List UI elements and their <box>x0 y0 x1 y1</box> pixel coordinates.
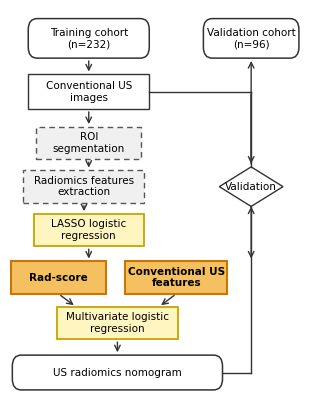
FancyBboxPatch shape <box>12 355 223 390</box>
Text: Conventional US
images: Conventional US images <box>46 81 132 103</box>
Text: LASSO logistic
regression: LASSO logistic regression <box>51 219 126 241</box>
Bar <box>57 307 178 339</box>
Text: Multivariate logistic
regression: Multivariate logistic regression <box>66 312 169 334</box>
Bar <box>36 127 141 159</box>
Bar <box>11 261 106 294</box>
FancyBboxPatch shape <box>203 18 299 58</box>
Bar <box>28 74 149 109</box>
Bar <box>125 261 227 294</box>
Text: ROI
segmentation: ROI segmentation <box>52 132 125 154</box>
Text: Radiomics features
extraction: Radiomics features extraction <box>34 176 134 197</box>
Text: Conventional US
features: Conventional US features <box>128 267 225 288</box>
Bar <box>23 170 145 203</box>
Text: US radiomics nomogram: US radiomics nomogram <box>53 368 182 377</box>
FancyBboxPatch shape <box>28 18 149 58</box>
Bar <box>34 214 144 246</box>
Polygon shape <box>219 167 283 207</box>
Text: Rad-score: Rad-score <box>29 273 88 283</box>
Text: Training cohort
(n=232): Training cohort (n=232) <box>50 28 128 49</box>
Text: Validation: Validation <box>225 182 277 192</box>
Text: Validation cohort
(n=96): Validation cohort (n=96) <box>207 28 295 49</box>
